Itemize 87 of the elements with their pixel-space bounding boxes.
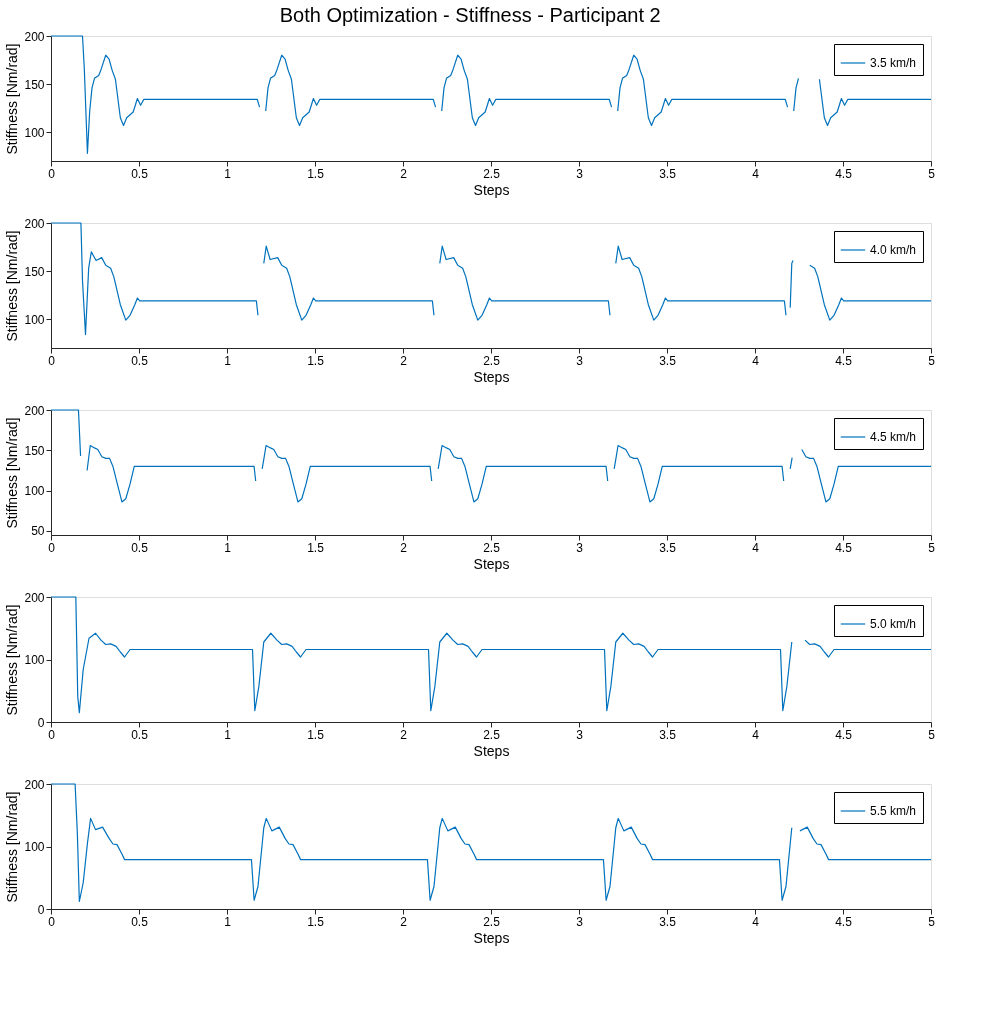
y-tick-label: 150 bbox=[24, 77, 45, 92]
x-tick-label: 0 bbox=[48, 727, 56, 742]
x-tick-label: 0 bbox=[48, 166, 56, 181]
x-tick-label: 0 bbox=[48, 540, 56, 555]
y-tick-label: 100 bbox=[24, 125, 45, 140]
x-tick-label: 0.5 bbox=[131, 166, 149, 181]
y-tick-label: 150 bbox=[24, 264, 45, 279]
x-tick-label: 3.5 bbox=[659, 353, 677, 368]
x-tick-label: 1.5 bbox=[307, 914, 325, 929]
x-tick-label: 2.5 bbox=[483, 353, 501, 368]
y-tick-label: 200 bbox=[24, 777, 45, 792]
x-tick-label: 3 bbox=[576, 353, 584, 368]
x-tick-label: 1 bbox=[224, 727, 232, 742]
x-tick-label: 4.5 bbox=[835, 914, 853, 929]
x-tick-label: 4.5 bbox=[835, 166, 853, 181]
x-tick-label: 2.5 bbox=[483, 727, 501, 742]
y-tick-label: 100 bbox=[24, 653, 45, 667]
y-tick-label: 200 bbox=[24, 403, 45, 418]
x-tick-label: 3.5 bbox=[659, 540, 677, 555]
y-tick-label: 200 bbox=[24, 216, 45, 231]
x-tick-label: 2 bbox=[400, 727, 408, 742]
x-tick-label: 4 bbox=[752, 353, 760, 368]
x-tick-label: 1 bbox=[224, 540, 232, 555]
y-axis-title: Stiffness [Nm/rad] bbox=[4, 417, 21, 529]
x-tick-label: 4 bbox=[752, 166, 760, 181]
x-tick-label: 0.5 bbox=[131, 353, 149, 368]
y-tick-label: 150 bbox=[24, 443, 45, 458]
y-axis-title: Stiffness [Nm/rad] bbox=[4, 604, 21, 716]
y-tick-label: 0 bbox=[37, 715, 45, 730]
x-tick-label: 2.5 bbox=[483, 166, 501, 181]
x-tick-label: 1.5 bbox=[307, 353, 325, 368]
x-tick-label: 2.5 bbox=[483, 540, 501, 555]
x-tick-label: 0.5 bbox=[131, 727, 149, 742]
x-tick-label: 1.5 bbox=[307, 540, 325, 555]
x-tick-label: 5 bbox=[928, 914, 936, 929]
x-tick-label: 3 bbox=[576, 166, 584, 181]
x-axis-title: Steps bbox=[473, 929, 510, 946]
x-tick-label: 1.5 bbox=[307, 727, 325, 742]
y-tick-label: 100 bbox=[24, 840, 45, 854]
x-tick-label: 3 bbox=[576, 540, 584, 555]
x-tick-label: 0.5 bbox=[131, 914, 149, 929]
x-tick-label: 4 bbox=[752, 540, 760, 555]
y-axis-title: Stiffness [Nm/rad] bbox=[4, 43, 21, 155]
x-tick-label: 1 bbox=[224, 166, 232, 181]
x-tick-label: 3.5 bbox=[659, 914, 677, 929]
x-tick-label: 4.5 bbox=[835, 727, 853, 742]
legend-label: 5.0 km/h bbox=[870, 617, 917, 631]
x-axis-title: Steps bbox=[473, 181, 510, 198]
x-tick-label: 3 bbox=[576, 914, 584, 929]
y-tick-label: 200 bbox=[24, 29, 45, 44]
y-axis-title: Stiffness [Nm/rad] bbox=[4, 791, 21, 903]
x-axis-title: Steps bbox=[473, 742, 510, 759]
x-tick-label: 1.5 bbox=[307, 166, 325, 181]
y-tick-label: 100 bbox=[24, 484, 45, 499]
x-tick-label: 1 bbox=[224, 914, 232, 929]
x-tick-label: 5 bbox=[928, 353, 936, 368]
x-tick-label: 4 bbox=[752, 914, 760, 929]
x-tick-label: 3.5 bbox=[659, 727, 677, 742]
y-tick-label: 0 bbox=[37, 902, 45, 917]
x-tick-label: 0 bbox=[48, 914, 56, 929]
x-tick-label: 2 bbox=[400, 914, 408, 929]
x-tick-label: 4 bbox=[752, 727, 760, 742]
x-tick-label: 2 bbox=[400, 353, 408, 368]
legend-label: 3.5 km/h bbox=[870, 56, 917, 70]
x-tick-label: 0 bbox=[48, 353, 56, 368]
x-tick-label: 5 bbox=[928, 540, 936, 555]
chart-title: Both Optimization - Stiffness - Participant 2 bbox=[279, 3, 661, 26]
x-tick-label: 3 bbox=[576, 727, 584, 742]
legend-label: 4.5 km/h bbox=[870, 430, 917, 444]
x-axis-title: Steps bbox=[473, 555, 510, 572]
legend-label: 4.0 km/h bbox=[870, 243, 917, 257]
x-tick-label: 0.5 bbox=[131, 540, 149, 555]
x-tick-label: 5 bbox=[928, 727, 936, 742]
x-tick-label: 2.5 bbox=[483, 914, 501, 929]
y-tick-label: 200 bbox=[24, 590, 45, 605]
y-tick-label: 100 bbox=[24, 312, 45, 327]
x-tick-label: 5 bbox=[928, 166, 936, 181]
x-tick-label: 2 bbox=[400, 166, 408, 181]
legend-label: 5.5 km/h bbox=[870, 804, 917, 818]
x-tick-label: 2 bbox=[400, 540, 408, 555]
x-tick-label: 3.5 bbox=[659, 166, 677, 181]
y-axis-title: Stiffness [Nm/rad] bbox=[4, 230, 21, 342]
x-tick-label: 1 bbox=[224, 353, 232, 368]
y-tick-label: 50 bbox=[31, 524, 45, 539]
x-tick-label: 4.5 bbox=[835, 353, 853, 368]
x-tick-label: 4.5 bbox=[835, 540, 853, 555]
x-axis-title: Steps bbox=[473, 368, 510, 385]
